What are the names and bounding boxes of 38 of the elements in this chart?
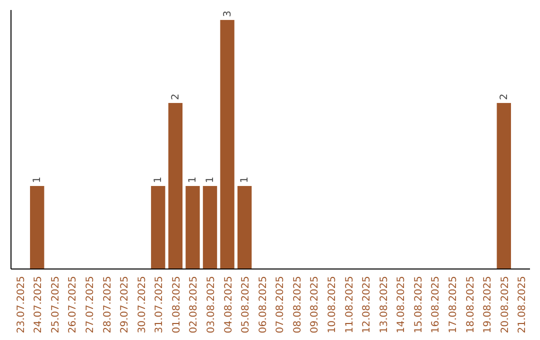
data-label: 2 [498, 94, 510, 100]
x-tick-label: 08.08.2025 [292, 276, 304, 334]
x-tick-label: 05.08.2025 [240, 276, 252, 334]
data-label: 1 [153, 176, 164, 183]
data-label: 1 [240, 176, 251, 183]
x-tick-label: 07.08.2025 [275, 276, 286, 334]
data-label: 1 [188, 176, 199, 183]
x-tick-label: 13.08.2025 [378, 276, 390, 334]
x-tick-label: 26.07.2025 [68, 276, 79, 334]
x-tick-label: 25.07.2025 [50, 276, 62, 334]
data-label: 1 [32, 176, 44, 183]
x-tick-label: 17.08.2025 [448, 276, 460, 334]
data-label: 2 [170, 94, 182, 100]
x-tick-label: 02.08.2025 [188, 276, 200, 334]
data-label: 1 [204, 176, 216, 183]
x-tick-label: 11.08.2025 [344, 276, 356, 334]
x-tick-label: 21.08.2025 [517, 276, 528, 334]
x-tick-label: 03.08.2025 [206, 276, 217, 334]
x-tick-label: 09.08.2025 [310, 276, 321, 334]
x-tick-label: 24.07.2025 [33, 276, 44, 334]
x-tick-label: 27.07.2025 [84, 276, 96, 334]
x-tick-label: 19.08.2025 [482, 276, 494, 334]
x-tick-label: 16.08.2025 [430, 276, 442, 334]
x-tick-label: 28.07.2025 [102, 276, 114, 334]
x-tick-label: 31.07.2025 [154, 276, 166, 334]
x-tick-label: 18.08.2025 [465, 276, 476, 334]
x-tick-label: 15.08.2025 [413, 276, 424, 334]
x-tick-label: 30.07.2025 [136, 276, 148, 334]
x-tick-label: 04.08.2025 [223, 276, 234, 334]
x-tick-label: 23.07.2025 [16, 276, 27, 334]
x-tick-label: 14.08.2025 [396, 276, 408, 334]
x-tick-label: 10.08.2025 [327, 276, 338, 334]
data-label: 3 [222, 10, 234, 17]
x-tick-label: 06.08.2025 [258, 276, 269, 334]
x-tick-label: 12.08.2025 [362, 276, 373, 334]
x-tick-label: 29.07.2025 [120, 276, 131, 334]
x-tick-label: 20.08.2025 [500, 276, 511, 334]
x-tick-label: 01.08.2025 [171, 276, 182, 334]
